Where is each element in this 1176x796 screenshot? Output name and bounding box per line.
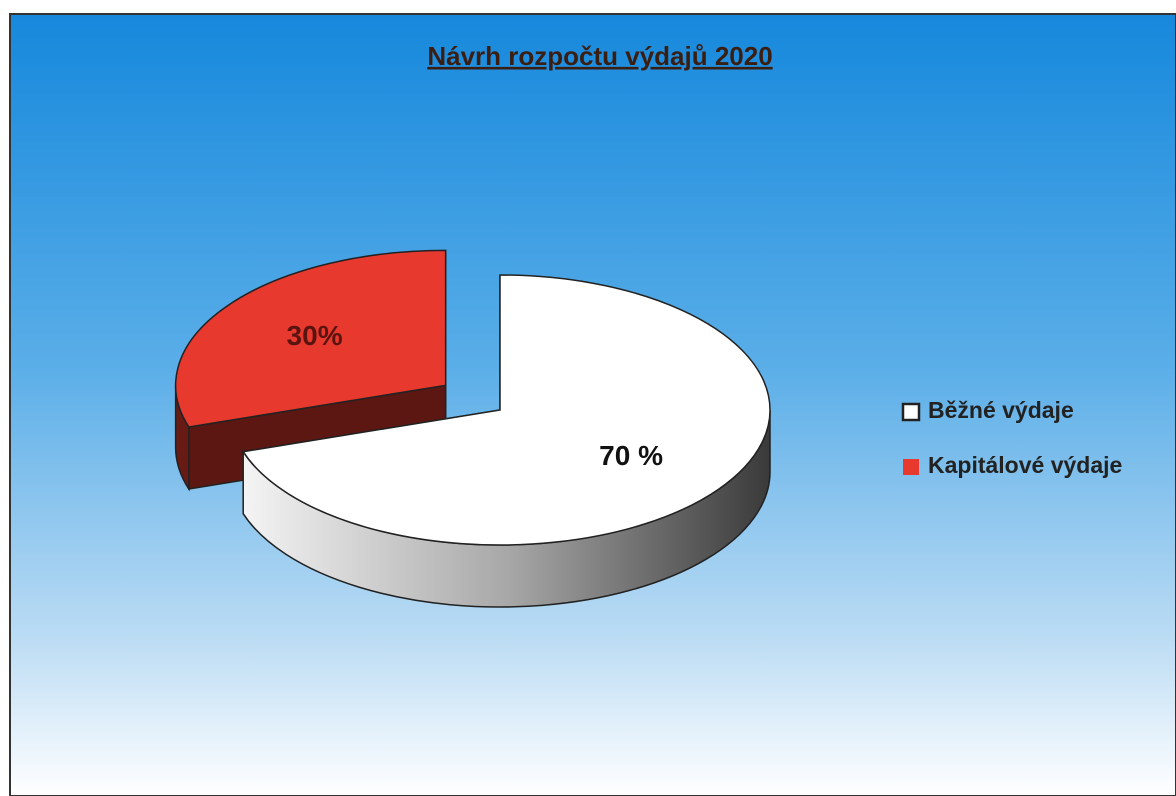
pie: 30% 70 % <box>174 249 771 608</box>
legend-swatch <box>903 459 919 475</box>
legend: Běžné výdaje Kapitálové výdaje <box>901 397 1122 478</box>
data-label: 70 % <box>599 440 663 471</box>
legend-label: Běžné výdaje <box>928 397 1074 423</box>
legend-swatch <box>901 402 921 422</box>
slice <box>241 274 771 546</box>
data-label: 30% <box>287 320 343 351</box>
legend-label: Kapitálové výdaje <box>928 452 1122 478</box>
slice <box>174 249 447 428</box>
chart-title: Návrh rozpočtu výdajů 2020 <box>427 41 772 71</box>
